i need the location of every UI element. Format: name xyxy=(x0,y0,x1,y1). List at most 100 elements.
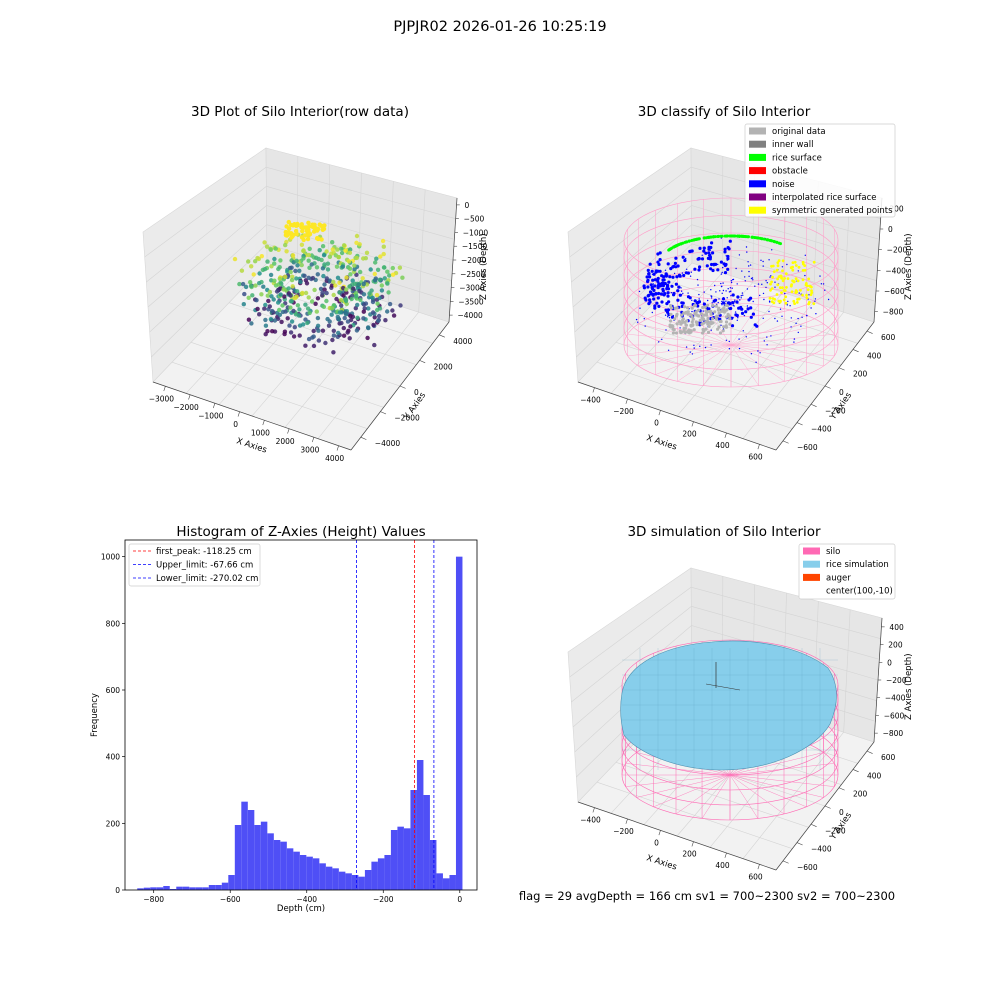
raw-point xyxy=(338,297,344,303)
classify-noise-point xyxy=(731,287,733,289)
classify-noise-point xyxy=(742,330,744,332)
hist-bar xyxy=(345,873,352,890)
classify-noise-point xyxy=(723,271,728,275)
classify-symmetric-point xyxy=(805,284,809,288)
hist-bar xyxy=(182,886,190,890)
classify-original-point xyxy=(709,322,713,326)
raw-point xyxy=(329,312,334,317)
raw-point xyxy=(336,330,341,336)
classify-rice-point xyxy=(683,240,687,244)
classify-original-point xyxy=(722,325,726,329)
classify-x-tick-mark xyxy=(757,444,760,450)
hist-ytick-label: 400 xyxy=(106,753,121,762)
classify-noise-point xyxy=(664,269,667,271)
classify-noise-point xyxy=(662,293,666,297)
classify-y-tick-label: −200 xyxy=(825,406,846,415)
classify-original-point xyxy=(716,308,721,312)
raw-point xyxy=(352,281,357,286)
classify-noise-point xyxy=(793,341,795,343)
raw-point xyxy=(319,223,324,229)
raw-point xyxy=(324,249,329,254)
raw-point xyxy=(369,288,374,293)
raw-x-tick-label: −2000 xyxy=(173,403,199,412)
classify-original-point xyxy=(686,329,691,333)
classify-noise-point xyxy=(804,254,806,256)
simulation-legend-frame xyxy=(798,543,896,600)
raw-point xyxy=(330,306,335,311)
classify-original-point xyxy=(675,312,679,316)
classify-noise-point xyxy=(702,310,704,312)
classify-noise-point xyxy=(729,287,732,289)
classify-noise-point xyxy=(769,276,771,278)
raw-point xyxy=(286,286,291,291)
simulation-y-tick-label: 400 xyxy=(867,771,882,780)
hist-bar xyxy=(208,885,216,890)
classify-symmetric-point xyxy=(801,269,805,272)
raw-point xyxy=(303,343,308,348)
raw-point xyxy=(341,325,346,331)
raw-point xyxy=(295,303,301,308)
hist-bar xyxy=(384,855,391,890)
classify-noise-point xyxy=(646,268,650,272)
classify-silo-spoke xyxy=(730,344,807,375)
raw-point xyxy=(344,275,349,280)
raw-point xyxy=(289,299,294,304)
raw-point xyxy=(330,240,335,245)
classify-symmetric-point xyxy=(775,293,779,296)
classify-original-point xyxy=(673,306,677,310)
classify-noise-point xyxy=(717,263,719,266)
simulation-rice-body xyxy=(620,640,837,771)
classify-noise-point xyxy=(784,292,786,295)
raw-point xyxy=(301,237,306,243)
raw-point xyxy=(311,343,317,349)
classify-noise-point xyxy=(707,299,709,302)
raw-y-tick-mark xyxy=(380,411,387,415)
raw-point xyxy=(282,294,287,299)
simulation-gridline xyxy=(571,606,692,703)
classify-noise-point xyxy=(766,336,768,338)
classify-gridline xyxy=(672,282,858,344)
classify-original-point xyxy=(689,329,693,333)
classify-noise-point xyxy=(676,298,680,302)
classify-noise-point xyxy=(759,352,761,354)
classify-original-point xyxy=(721,329,725,333)
classify-xlabel: X Axies xyxy=(645,433,678,452)
classify-y-tick-label: 200 xyxy=(853,370,868,379)
classify-noise-point xyxy=(720,302,723,305)
hist-bars xyxy=(137,556,463,890)
classify-original-point xyxy=(677,320,682,324)
hist-legend: first_peak: -118.25 cm Upper_limit: -67.6… xyxy=(128,543,261,587)
raw-point xyxy=(340,264,346,269)
classify-noise-point xyxy=(682,273,686,278)
classify-noise-point xyxy=(647,272,651,276)
classify-noise-point xyxy=(672,291,676,296)
raw-point xyxy=(333,283,338,288)
raw-point xyxy=(292,295,298,301)
raw-point xyxy=(361,281,366,287)
raw-point xyxy=(357,242,362,247)
classify-noise-point xyxy=(708,257,712,261)
classify-noise-point xyxy=(757,350,759,352)
simulation-silo-spoke xyxy=(675,774,731,815)
simulation-z-tick-label: −200 xyxy=(886,676,907,685)
classify-noise-point xyxy=(804,274,806,277)
classify-original-point xyxy=(711,317,715,321)
classify-original-point xyxy=(672,328,676,332)
raw-point xyxy=(354,328,360,333)
hist-bar xyxy=(143,887,151,890)
simulation-y-tick-label: 0 xyxy=(839,808,844,817)
raw-point xyxy=(279,319,284,325)
classify-noise-point xyxy=(671,275,675,279)
classify-noise-point xyxy=(658,258,662,262)
classify-noise-point xyxy=(716,268,720,272)
classify-original-point xyxy=(702,329,706,333)
classify-noise-point xyxy=(686,295,691,299)
hist-ytick-label: 1000 xyxy=(101,553,120,562)
raw-point xyxy=(262,306,267,311)
classify-legend-label: obstacle xyxy=(772,167,808,177)
classify-original-point xyxy=(696,308,701,312)
classify-noise-point xyxy=(781,266,784,268)
classify-noise-point xyxy=(814,298,817,300)
classify-noise-point xyxy=(673,261,678,265)
classify-noise-point xyxy=(667,349,670,351)
